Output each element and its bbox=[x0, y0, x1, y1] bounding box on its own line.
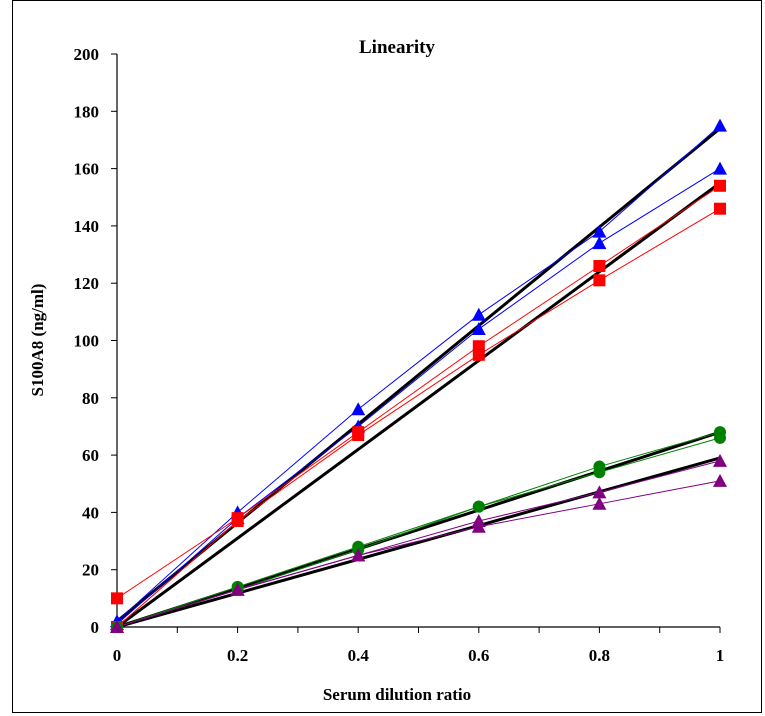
triangle-point bbox=[713, 473, 727, 487]
fit-line bbox=[116, 181, 721, 629]
triangle-point bbox=[351, 402, 366, 416]
axes: 0 20 40 60 80 100 120 140 160 180 200 0 0.2 0.4 0.6 0.8… bbox=[74, 45, 725, 665]
triangle-point bbox=[713, 453, 727, 467]
circle-point bbox=[714, 431, 726, 444]
x-tick-label: 0.4 bbox=[348, 646, 370, 665]
square-point bbox=[352, 429, 365, 442]
y-tick-label: 120 bbox=[74, 274, 100, 293]
series-line bbox=[116, 480, 721, 628]
y-tick-label: 80 bbox=[82, 389, 99, 408]
x-axis-label: Serum dilution ratio bbox=[323, 685, 471, 704]
square-point bbox=[714, 179, 726, 192]
y-tick-label: 160 bbox=[74, 160, 100, 179]
series-line bbox=[116, 208, 721, 628]
triangle-point bbox=[230, 582, 245, 596]
y-tick-label: 60 bbox=[82, 446, 99, 465]
y-tick-label: 100 bbox=[74, 332, 100, 351]
series-line bbox=[116, 125, 721, 622]
square-point bbox=[111, 592, 123, 605]
triangle-point bbox=[471, 322, 486, 336]
triangle-point bbox=[110, 620, 124, 633]
y-tick-label: 0 bbox=[91, 618, 100, 637]
circle-point bbox=[593, 466, 606, 479]
triangle-point bbox=[592, 236, 607, 250]
triangle-point bbox=[351, 548, 366, 562]
fit-line bbox=[116, 456, 721, 629]
square-point bbox=[593, 274, 606, 287]
triangle-point bbox=[471, 307, 486, 321]
series-line bbox=[116, 185, 721, 599]
square-point bbox=[593, 260, 606, 273]
square-point bbox=[472, 348, 485, 361]
triangle-point bbox=[713, 118, 727, 132]
y-tick-label: 20 bbox=[82, 561, 99, 580]
data-series bbox=[110, 118, 727, 633]
triangle-point bbox=[471, 519, 486, 533]
y-axis-label: S100A8 (ng/ml) bbox=[28, 284, 47, 397]
y-tick-label: 40 bbox=[82, 503, 99, 522]
square-point bbox=[714, 202, 726, 215]
triangle-point bbox=[713, 161, 727, 175]
x-tick-label: 0.8 bbox=[589, 646, 610, 665]
y-tick-label: 200 bbox=[74, 45, 100, 64]
triangle-point bbox=[592, 485, 607, 499]
square-point bbox=[231, 514, 244, 527]
circle-point bbox=[472, 500, 485, 513]
triangle-point bbox=[592, 224, 607, 238]
y-tick-label: 180 bbox=[74, 102, 100, 121]
triangle-point bbox=[592, 496, 607, 510]
chart-frame bbox=[12, 0, 762, 713]
series-line bbox=[116, 168, 721, 625]
x-tick-label: 0.6 bbox=[468, 646, 489, 665]
chart-title: Linearity bbox=[359, 37, 435, 58]
x-tick-label: 0.2 bbox=[227, 646, 248, 665]
series-line bbox=[116, 431, 721, 628]
fit-line bbox=[116, 430, 721, 629]
x-tick-label: 1 bbox=[716, 646, 725, 665]
x-tick-label: 0 bbox=[113, 646, 122, 665]
y-tick-label: 140 bbox=[74, 217, 100, 236]
